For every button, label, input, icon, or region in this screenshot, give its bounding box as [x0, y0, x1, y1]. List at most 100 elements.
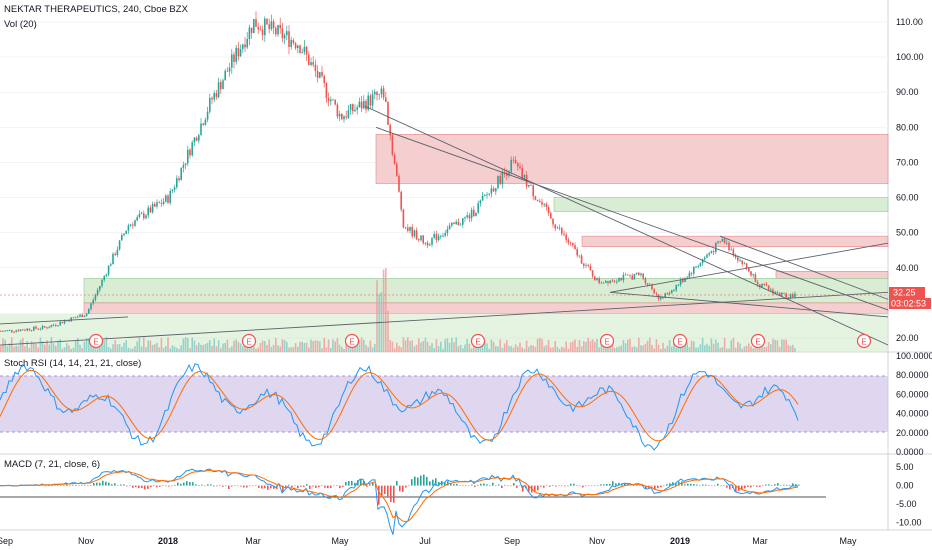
- candle-body: [72, 317, 75, 319]
- candle-body: [462, 218, 464, 225]
- macd-histogram-bar: [519, 485, 521, 487]
- macd-histogram-bar: [504, 484, 506, 486]
- candle-body: [250, 27, 253, 34]
- volume-bar: [442, 348, 444, 352]
- earnings-marker[interactable]: E: [672, 333, 688, 349]
- volume-bar: [503, 343, 506, 352]
- volume-bar: [24, 346, 26, 352]
- volume-bar: [279, 346, 281, 352]
- earnings-marker[interactable]: E: [241, 333, 257, 349]
- macd-histogram-bar: [225, 485, 227, 486]
- candle-body: [39, 328, 42, 330]
- volume-bar: [193, 340, 196, 352]
- volume-bar: [389, 339, 391, 352]
- volume-bar: [70, 348, 72, 352]
- demand-zone: [83, 278, 889, 304]
- volume-bar: [44, 344, 46, 352]
- volume-bar: [739, 343, 741, 352]
- candle-body: [761, 284, 763, 287]
- macd-histogram-bar: [153, 485, 155, 487]
- candle-body: [695, 266, 697, 268]
- macd-histogram-bar: [87, 485, 89, 486]
- candle-body: [600, 282, 603, 284]
- macd-histogram-bar: [660, 485, 662, 488]
- macd-histogram-bar: [150, 485, 152, 488]
- volume-bar: [118, 343, 121, 352]
- macd-histogram-bar: [465, 485, 467, 486]
- macd-histogram-bar: [261, 485, 263, 489]
- candle-body: [400, 191, 402, 210]
- candle-body: [730, 249, 732, 251]
- macd-histogram-bar: [144, 485, 146, 490]
- candle-body: [532, 185, 534, 197]
- candle-body: [495, 188, 497, 192]
- earnings-marker[interactable]: E: [470, 333, 486, 349]
- candle-body: [682, 279, 684, 282]
- earnings-marker[interactable]: E: [344, 333, 360, 349]
- candle-body: [752, 274, 754, 276]
- earnings-marker[interactable]: E: [88, 333, 104, 349]
- candle-body: [363, 100, 365, 109]
- macd-histogram-bar: [285, 485, 287, 488]
- price-axis: 110.00 100.00 90.00 80.00 70.00 60.00 50.00 40.…: [896, 17, 924, 343]
- volume-bar: [545, 345, 548, 352]
- volume-bar: [385, 268, 387, 352]
- volume-bar: [303, 342, 306, 352]
- volume-bar: [13, 346, 15, 352]
- candle-body: [182, 164, 185, 168]
- candle-body: [521, 167, 523, 178]
- macd-histogram-bar: [69, 485, 71, 487]
- candle-body: [638, 272, 640, 276]
- volume-bar: [39, 337, 42, 352]
- earnings-marker[interactable]: E: [750, 333, 766, 349]
- volume-bar: [686, 342, 688, 352]
- candle-body: [4, 330, 6, 332]
- macd-line: [0, 468, 798, 535]
- supply-zone: [775, 270, 889, 279]
- candle-body: [235, 47, 237, 62]
- macd-histogram-bar: [549, 485, 551, 487]
- candle-body: [191, 142, 193, 156]
- volume-bar: [536, 338, 539, 352]
- volume-bar: [510, 346, 512, 352]
- candle-body: [189, 149, 191, 156]
- macd-histogram-bar: [654, 485, 656, 490]
- macd-histogram-bar: [228, 485, 230, 489]
- earnings-marker[interactable]: E: [856, 333, 872, 349]
- macd-histogram-bar: [183, 482, 185, 486]
- candle-body: [41, 326, 44, 329]
- volume-bar: [231, 346, 233, 352]
- candle-body: [193, 137, 196, 143]
- volume-bar: [440, 341, 442, 352]
- volume-bar: [497, 346, 499, 352]
- candle-body: [244, 44, 246, 48]
- candle-body: [239, 49, 242, 57]
- volume-bar: [541, 339, 543, 352]
- volume-bar: [572, 341, 574, 352]
- volume-bar: [33, 343, 35, 352]
- candle-body: [697, 265, 699, 267]
- macd-histogram-bar: [135, 485, 137, 488]
- candle-body: [666, 293, 669, 295]
- candle-body: [286, 31, 288, 36]
- candle-body: [743, 263, 746, 265]
- volume-bar: [61, 348, 64, 352]
- price-tick-label: 40.00: [896, 263, 919, 273]
- volume-bar: [129, 348, 132, 352]
- candle-body: [446, 229, 449, 234]
- volume-bar: [512, 347, 515, 352]
- candle-body: [510, 159, 512, 172]
- candle-body: [552, 218, 554, 225]
- volume-bar: [690, 340, 693, 352]
- volume-bar: [664, 348, 666, 352]
- time-tick-label: Sep: [0, 536, 13, 546]
- earnings-marker[interactable]: E: [599, 333, 615, 349]
- volume-bar: [365, 344, 367, 352]
- volume-bar: [101, 339, 103, 352]
- volume-bar: [292, 347, 295, 352]
- macd-histogram-bar: [669, 483, 671, 486]
- time-tick-label: Sep: [504, 536, 520, 546]
- macd-histogram-bar: [258, 485, 260, 488]
- volume-bar: [437, 346, 440, 352]
- candle-body: [48, 327, 50, 329]
